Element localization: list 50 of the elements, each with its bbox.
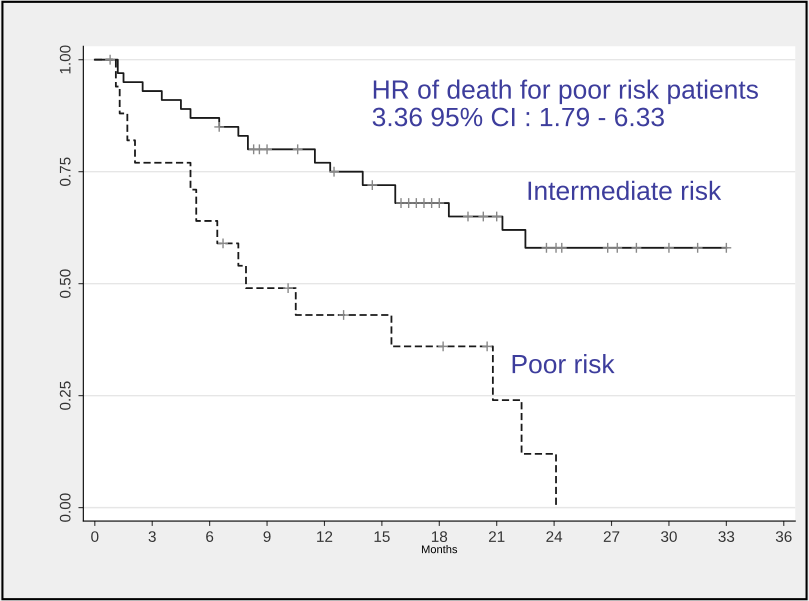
point: [482, 340, 493, 352]
y-tick-label: 1.00: [60, 45, 71, 74]
x-axis-title: Months: [422, 545, 458, 554]
x-tick-label: 15: [374, 531, 390, 542]
x-tick-label: 36: [776, 531, 792, 542]
x-tick-label: 0: [91, 531, 98, 542]
point: [214, 121, 225, 133]
x-tick-label: 30: [661, 531, 677, 542]
point: [438, 340, 449, 352]
point: [491, 210, 502, 222]
y-tick-label: 0.00: [60, 493, 71, 522]
x-tick-label: 18: [432, 531, 448, 542]
point: [478, 210, 489, 222]
point: [426, 197, 438, 209]
x-tick-label: 6: [206, 531, 214, 542]
x-tick-label: 3: [148, 531, 156, 542]
x-tick-label: 21: [488, 531, 504, 542]
series-label: Intermediate risk: [528, 180, 722, 200]
point: [395, 197, 407, 209]
point: [217, 238, 229, 249]
x-tick-label: 33: [718, 531, 734, 542]
annotation: HR of death for poor risk patients 3.36 95% CI : 1.79 - 6.33: [372, 80, 758, 126]
point: [612, 242, 623, 254]
point: [254, 144, 265, 155]
point: [602, 242, 614, 254]
point: [720, 242, 732, 254]
point: [540, 242, 552, 254]
point: [403, 197, 414, 209]
y-tick-label: 0.25: [60, 381, 71, 410]
point: [338, 309, 350, 321]
y-tick-label: 0.50: [60, 269, 71, 298]
point: [663, 242, 675, 254]
point: [261, 144, 273, 155]
y-tick-label: 0.75: [60, 157, 71, 186]
point: [630, 242, 642, 254]
point: [462, 210, 474, 222]
x-tick-label: 27: [604, 531, 620, 542]
point: [556, 242, 568, 254]
point: [104, 54, 116, 66]
point: [282, 282, 294, 294]
point: [692, 242, 704, 254]
x-tick-label: 12: [317, 531, 332, 542]
x-tick-label: 24: [546, 531, 562, 542]
point: [434, 197, 445, 209]
point: [328, 166, 340, 178]
point: [366, 180, 378, 191]
point: [410, 197, 422, 209]
x-tick-label: 9: [264, 531, 271, 542]
point: [292, 144, 304, 155]
series-label: Poor risk: [512, 354, 615, 374]
